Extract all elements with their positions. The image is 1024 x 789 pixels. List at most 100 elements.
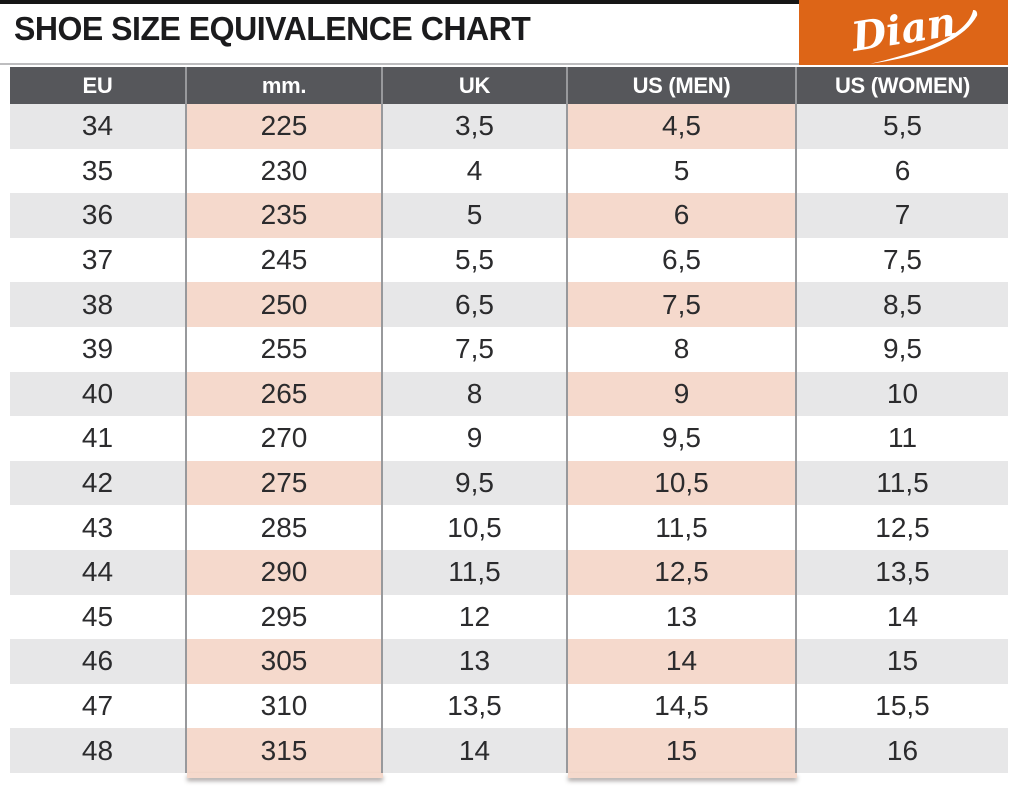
table-cell: 225 <box>187 104 383 149</box>
table-cell: 11,5 <box>797 460 1008 506</box>
table-cell: 11 <box>797 416 1008 461</box>
table-cell: 235 <box>187 193 383 238</box>
table-row: 46 305 13 14 15 <box>10 639 1008 684</box>
table-cell: 5,5 <box>383 237 568 283</box>
table-cell: 12 <box>383 594 568 640</box>
table-cell: 42 <box>10 460 187 506</box>
table-cell: 10 <box>797 371 1008 417</box>
table-row: 39 255 7,5 8 9,5 <box>10 326 1008 372</box>
table-cell: 13 <box>383 639 568 684</box>
table-cell: 6 <box>568 193 797 238</box>
table-row: 47 310 13,5 14,5 15,5 <box>10 683 1008 729</box>
size-table: EU mm. UK US (MEN) US (WOMEN) 34 225 3,5 4,5 5,5… <box>10 67 1008 773</box>
table-cell: 7 <box>797 193 1008 238</box>
table-row: 48 315 14 15 16 <box>10 728 1008 773</box>
table-row: 35 230 4 5 6 <box>10 148 1008 194</box>
table-cell: 10,5 <box>568 460 797 506</box>
table-cell: 9,5 <box>383 460 568 506</box>
table-cell: 285 <box>187 505 383 550</box>
table-cell: 255 <box>187 326 383 372</box>
table-row: 40 265 8 9 10 <box>10 371 1008 417</box>
column-header-uk: UK <box>383 67 568 104</box>
table-cell: 6,5 <box>568 237 797 283</box>
table-body: 34 225 3,5 4,5 5,5 35 230 4 5 6 36 235 5 6 7 37 245 5,5 6,… <box>10 104 1008 773</box>
table-cell: 36 <box>10 193 187 238</box>
table-cell: 14 <box>383 728 568 773</box>
table-cell: 3,5 <box>383 104 568 149</box>
table-cell: 270 <box>187 416 383 461</box>
table-cell: 5,5 <box>797 104 1008 149</box>
table-cell: 310 <box>187 683 383 729</box>
dian-logo-text: Dian <box>847 2 959 61</box>
title-divider <box>0 63 799 65</box>
table-cell: 13,5 <box>383 683 568 729</box>
table-cell: 9,5 <box>797 326 1008 372</box>
table-row: 38 250 6,5 7,5 8,5 <box>10 282 1008 327</box>
column-header-us-women: US (WOMEN) <box>834 72 971 98</box>
table-cell: 8,5 <box>797 282 1008 327</box>
table-cell: 46 <box>10 639 187 684</box>
table-cell: 7,5 <box>568 282 797 327</box>
table-cell: 4,5 <box>568 104 797 149</box>
table-cell: 37 <box>10 237 187 283</box>
top-border <box>0 0 800 4</box>
table-cell: 5 <box>568 148 797 194</box>
table-cell: 35 <box>10 148 187 194</box>
table-cell: 8 <box>383 371 568 417</box>
table-cell: 14,5 <box>568 683 797 729</box>
table-row: 45 295 12 13 14 <box>10 594 1008 640</box>
dian-logo: Dian <box>847 2 978 64</box>
table-row: 42 275 9,5 10,5 11,5 <box>10 460 1008 506</box>
table-cell: 14 <box>797 594 1008 640</box>
table-cell: 4 <box>383 148 568 194</box>
table-cell: 34 <box>10 104 187 149</box>
table-row: 34 225 3,5 4,5 5,5 <box>10 104 1008 149</box>
table-row: 41 270 9 9,5 11 <box>10 416 1008 461</box>
table-cell: 9 <box>383 416 568 461</box>
table-cell: 7,5 <box>383 326 568 372</box>
table-cell: 12,5 <box>568 549 797 595</box>
table-cell: 6,5 <box>383 282 568 327</box>
table-row: 36 235 5 6 7 <box>10 193 1008 238</box>
table-cell: 305 <box>187 639 383 684</box>
table-cell: 41 <box>10 416 187 461</box>
table-cell: 315 <box>187 728 383 773</box>
table-cell: 48 <box>10 728 187 773</box>
logo-swash <box>870 9 978 64</box>
table-cell: 5 <box>383 193 568 238</box>
table-cell: 6 <box>797 148 1008 194</box>
table-cell: 13,5 <box>797 549 1008 595</box>
table-cell: 11,5 <box>568 505 797 550</box>
table-cell: 39 <box>10 326 187 372</box>
table-cell: 230 <box>187 148 383 194</box>
table-cell: 250 <box>187 282 383 327</box>
table-cell: 40 <box>10 371 187 417</box>
page-title: SHOE SIZE EQUIVALENCE CHART <box>14 10 531 47</box>
column-header-eu: EU <box>10 67 187 104</box>
table-cell: 47 <box>10 683 187 729</box>
table-cell: 290 <box>187 549 383 595</box>
table-cell: 8 <box>568 326 797 372</box>
table-cell: 265 <box>187 371 383 417</box>
table-cell: 15 <box>568 728 797 773</box>
table-cell: 7,5 <box>797 237 1008 283</box>
mm-column-shadow <box>187 773 383 778</box>
table-cell: 43 <box>10 505 187 550</box>
table-cell: 14 <box>568 639 797 684</box>
table-cell: 10,5 <box>383 505 568 550</box>
table-cell: 45 <box>10 594 187 640</box>
table-row: 37 245 5,5 6,5 7,5 <box>10 237 1008 283</box>
us-men-column-shadow <box>568 773 797 778</box>
table-cell: 245 <box>187 237 383 283</box>
table-header-row: EU mm. UK US (MEN) US (WOMEN) <box>10 67 1008 104</box>
table-cell: 295 <box>187 594 383 640</box>
table-cell: 16 <box>797 728 1008 773</box>
column-header-mm: mm. <box>187 67 383 104</box>
table-cell: 275 <box>187 460 383 506</box>
table-cell: 15 <box>797 639 1008 684</box>
table-cell: 9,5 <box>568 416 797 461</box>
table-cell: 13 <box>568 594 797 640</box>
brand-logo-box: Dian <box>799 0 1008 65</box>
column-header-us-men: US (MEN) <box>568 67 797 104</box>
